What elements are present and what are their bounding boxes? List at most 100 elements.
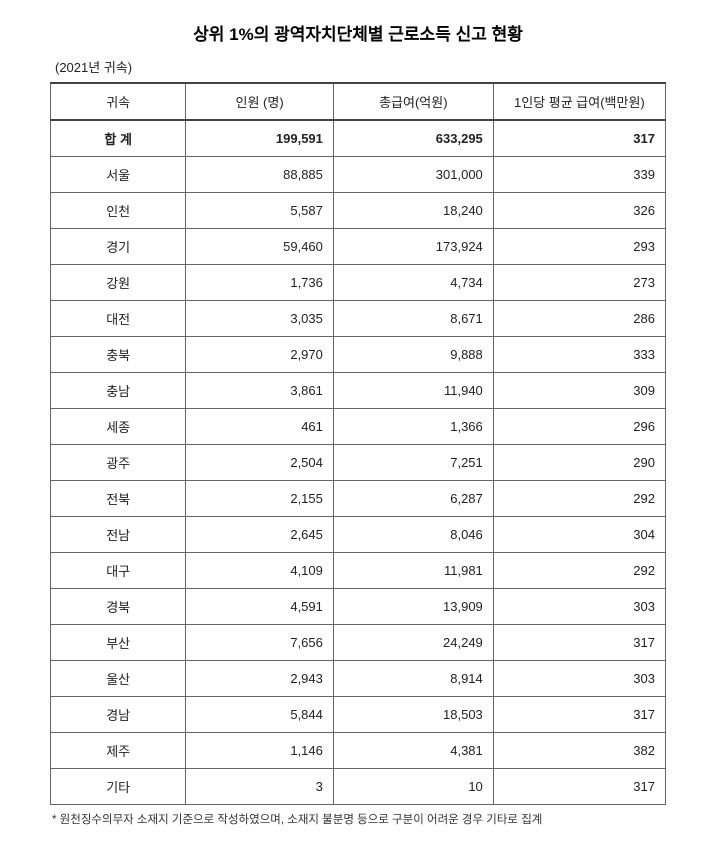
cell-gross: 8,046 bbox=[333, 517, 493, 553]
cell-region: 광주 bbox=[51, 445, 186, 481]
cell-gross: 10 bbox=[333, 769, 493, 805]
table-row: 경남5,84418,503317 bbox=[51, 697, 666, 733]
table-row: 세종4611,366296 bbox=[51, 409, 666, 445]
cell-gross: 8,914 bbox=[333, 661, 493, 697]
cell-avg: 326 bbox=[493, 193, 665, 229]
table-row: 기타310317 bbox=[51, 769, 666, 805]
cell-avg: 304 bbox=[493, 517, 665, 553]
table-row: 경기59,460173,924293 bbox=[51, 229, 666, 265]
cell-count: 2,943 bbox=[186, 661, 334, 697]
table-row: 부산7,65624,249317 bbox=[51, 625, 666, 661]
cell-region: 경기 bbox=[51, 229, 186, 265]
cell-gross: 18,503 bbox=[333, 697, 493, 733]
cell-count: 7,656 bbox=[186, 625, 334, 661]
table-row: 광주2,5047,251290 bbox=[51, 445, 666, 481]
cell-region: 전남 bbox=[51, 517, 186, 553]
cell-avg: 290 bbox=[493, 445, 665, 481]
cell-avg: 382 bbox=[493, 733, 665, 769]
total-region: 합 계 bbox=[51, 120, 186, 157]
table-row: 강원1,7364,734273 bbox=[51, 265, 666, 301]
table-header-row: 귀속 인원 (명) 총급여(억원) 1인당 평균 급여(백만원) bbox=[51, 83, 666, 120]
cell-region: 전북 bbox=[51, 481, 186, 517]
cell-region: 경북 bbox=[51, 589, 186, 625]
table-row: 충남3,86111,940309 bbox=[51, 373, 666, 409]
cell-avg: 339 bbox=[493, 157, 665, 193]
cell-region: 충북 bbox=[51, 337, 186, 373]
cell-avg: 273 bbox=[493, 265, 665, 301]
total-avg: 317 bbox=[493, 120, 665, 157]
cell-gross: 13,909 bbox=[333, 589, 493, 625]
cell-avg: 286 bbox=[493, 301, 665, 337]
cell-avg: 333 bbox=[493, 337, 665, 373]
table-row: 대전3,0358,671286 bbox=[51, 301, 666, 337]
col-avg: 1인당 평균 급여(백만원) bbox=[493, 83, 665, 120]
table-row: 경북4,59113,909303 bbox=[51, 589, 666, 625]
cell-avg: 317 bbox=[493, 697, 665, 733]
cell-avg: 309 bbox=[493, 373, 665, 409]
table-row: 인천5,58718,240326 bbox=[51, 193, 666, 229]
cell-gross: 24,249 bbox=[333, 625, 493, 661]
cell-region: 기타 bbox=[51, 769, 186, 805]
cell-region: 서울 bbox=[51, 157, 186, 193]
cell-avg: 296 bbox=[493, 409, 665, 445]
cell-gross: 173,924 bbox=[333, 229, 493, 265]
cell-avg: 292 bbox=[493, 481, 665, 517]
cell-count: 2,504 bbox=[186, 445, 334, 481]
table-row: 대구4,10911,981292 bbox=[51, 553, 666, 589]
cell-count: 4,109 bbox=[186, 553, 334, 589]
total-count: 199,591 bbox=[186, 120, 334, 157]
cell-count: 5,587 bbox=[186, 193, 334, 229]
cell-gross: 6,287 bbox=[333, 481, 493, 517]
cell-avg: 303 bbox=[493, 589, 665, 625]
cell-region: 대전 bbox=[51, 301, 186, 337]
cell-region: 인천 bbox=[51, 193, 186, 229]
table-row: 전남2,6458,046304 bbox=[51, 517, 666, 553]
table-row: 울산2,9438,914303 bbox=[51, 661, 666, 697]
cell-gross: 9,888 bbox=[333, 337, 493, 373]
table-body: 합 계 199,591 633,295 317 서울88,885301,0003… bbox=[51, 120, 666, 805]
cell-count: 1,736 bbox=[186, 265, 334, 301]
table-row: 서울88,885301,000339 bbox=[51, 157, 666, 193]
cell-region: 충남 bbox=[51, 373, 186, 409]
total-row: 합 계 199,591 633,295 317 bbox=[51, 120, 666, 157]
cell-count: 88,885 bbox=[186, 157, 334, 193]
total-gross: 633,295 bbox=[333, 120, 493, 157]
cell-count: 4,591 bbox=[186, 589, 334, 625]
cell-avg: 303 bbox=[493, 661, 665, 697]
cell-gross: 11,981 bbox=[333, 553, 493, 589]
income-table: 귀속 인원 (명) 총급여(억원) 1인당 평균 급여(백만원) 합 계 199… bbox=[50, 82, 666, 805]
cell-gross: 1,366 bbox=[333, 409, 493, 445]
cell-count: 59,460 bbox=[186, 229, 334, 265]
col-region: 귀속 bbox=[51, 83, 186, 120]
cell-count: 461 bbox=[186, 409, 334, 445]
cell-region: 울산 bbox=[51, 661, 186, 697]
table-row: 전북2,1556,287292 bbox=[51, 481, 666, 517]
cell-region: 부산 bbox=[51, 625, 186, 661]
cell-avg: 292 bbox=[493, 553, 665, 589]
cell-gross: 4,734 bbox=[333, 265, 493, 301]
table-row: 충북2,9709,888333 bbox=[51, 337, 666, 373]
cell-avg: 293 bbox=[493, 229, 665, 265]
page-subtitle: (2021년 귀속) bbox=[50, 57, 666, 76]
cell-count: 1,146 bbox=[186, 733, 334, 769]
footnote: * 원천징수의무자 소재지 기준으로 작성하였으며, 소재지 불분명 등으로 구… bbox=[50, 811, 666, 827]
cell-gross: 18,240 bbox=[333, 193, 493, 229]
cell-region: 세종 bbox=[51, 409, 186, 445]
cell-count: 2,155 bbox=[186, 481, 334, 517]
cell-avg: 317 bbox=[493, 625, 665, 661]
cell-region: 대구 bbox=[51, 553, 186, 589]
cell-count: 3,035 bbox=[186, 301, 334, 337]
cell-gross: 8,671 bbox=[333, 301, 493, 337]
cell-count: 2,970 bbox=[186, 337, 334, 373]
page-title: 상위 1%의 광역자치단체별 근로소득 신고 현황 bbox=[50, 20, 666, 45]
cell-avg: 317 bbox=[493, 769, 665, 805]
cell-gross: 301,000 bbox=[333, 157, 493, 193]
cell-region: 강원 bbox=[51, 265, 186, 301]
cell-gross: 4,381 bbox=[333, 733, 493, 769]
cell-count: 2,645 bbox=[186, 517, 334, 553]
cell-count: 3 bbox=[186, 769, 334, 805]
cell-region: 경남 bbox=[51, 697, 186, 733]
cell-gross: 11,940 bbox=[333, 373, 493, 409]
cell-gross: 7,251 bbox=[333, 445, 493, 481]
col-count: 인원 (명) bbox=[186, 83, 334, 120]
